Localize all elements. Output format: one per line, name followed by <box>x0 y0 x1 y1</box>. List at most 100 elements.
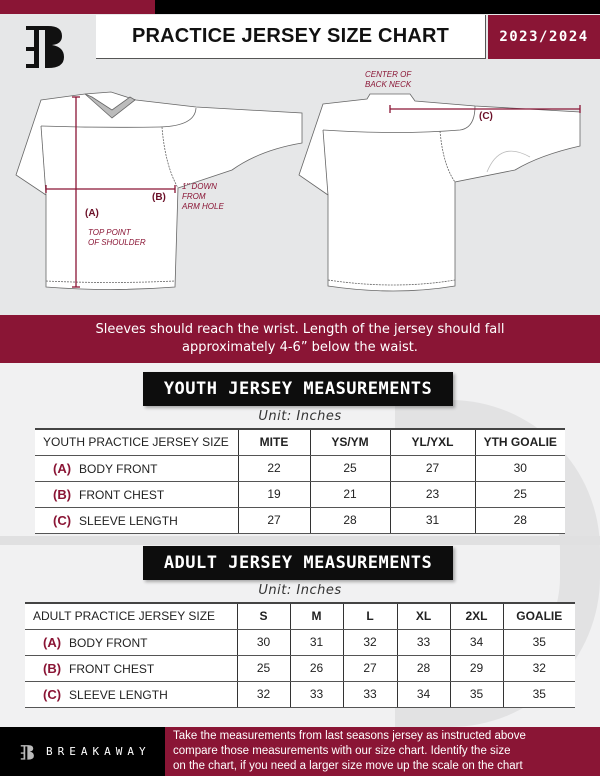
row-marker: (C) <box>53 512 72 528</box>
note-line: BACK NECK <box>365 80 412 89</box>
adult-unit-label: Unit: Inches <box>258 583 342 598</box>
table-cell: 32 <box>502 655 575 682</box>
table-cell: 27 <box>237 507 310 534</box>
row-label: (A) BODY FRONT <box>25 629 237 656</box>
column-header: ADULT PRACTICE JERSEY SIZE <box>25 602 237 630</box>
footer-line: compare those measurements with our size… <box>173 745 511 757</box>
table-cell: 25 <box>309 455 390 482</box>
column-header: M <box>289 602 343 630</box>
column-header: XL <box>396 602 450 630</box>
section-divider <box>0 536 600 545</box>
youth-unit-label: Unit: Inches <box>258 409 342 424</box>
row-marker: (A) <box>43 634 62 650</box>
table-cell: 29 <box>449 655 503 682</box>
row-label: (A) BODY FRONT <box>35 455 238 482</box>
table-cell: 28 <box>474 507 565 534</box>
brand-name: BREAKAWAY <box>46 745 151 758</box>
row-label: (C) SLEEVE LENGTH <box>35 507 238 534</box>
table-cell: 35 <box>449 681 503 708</box>
table-cell: 25 <box>474 481 565 508</box>
youth-section-title: YOUTH JERSEY MEASUREMENTS <box>143 372 453 406</box>
table-cell: 26 <box>289 655 343 682</box>
table-row: (C) SLEEVE LENGTH 27 28 31 28 <box>35 507 565 534</box>
row-marker: (A) <box>53 460 72 476</box>
adult-section-title: ADULT JERSEY MEASUREMENTS <box>143 546 453 580</box>
table-cell: 28 <box>309 507 390 534</box>
breakaway-logo-small <box>20 744 34 760</box>
column-header: S <box>236 602 290 630</box>
note-arm-hole: 1" DOWN FROM ARM HOLE <box>182 182 224 212</box>
row-label-text: FRONT CHEST <box>69 661 155 676</box>
row-marker: (B) <box>43 660 62 676</box>
table-cell: 35 <box>502 629 575 656</box>
table-cell: 32 <box>342 629 397 656</box>
column-header: L <box>342 602 397 630</box>
note-line: CENTER OF <box>365 70 412 79</box>
table-cell: 32 <box>236 681 290 708</box>
marker-c: (C) <box>479 111 493 122</box>
column-header: 2XL <box>449 602 503 630</box>
column-header: GOALIE <box>502 602 575 630</box>
row-label-text: BODY FRONT <box>69 635 148 650</box>
table-cell: 30 <box>474 455 565 482</box>
note-line: ARM HOLE <box>182 202 224 211</box>
marker-b: (B) <box>152 192 166 203</box>
back-jersey <box>298 93 581 292</box>
table-cell: 22 <box>237 455 310 482</box>
table-row: (A) BODY FRONT 22 25 27 30 <box>35 455 565 482</box>
table-cell: 27 <box>342 655 397 682</box>
table-cell: 34 <box>449 629 503 656</box>
note-line: TOP POINT <box>88 228 131 237</box>
row-label-text: FRONT CHEST <box>79 487 165 502</box>
fit-instructions-band: Sleeves should reach the wrist. Length o… <box>0 315 600 363</box>
note-line: OF SHOULDER <box>88 238 146 247</box>
table-cell: 21 <box>309 481 390 508</box>
table-row: (C) SLEEVE LENGTH 32 33 33 34 35 35 <box>25 681 575 708</box>
column-header: YS/YM <box>309 428 390 456</box>
footer-line: on the chart, if you need a larger size … <box>173 760 523 772</box>
note-center-back-neck: CENTER OF BACK NECK <box>365 70 411 90</box>
row-label: (B) FRONT CHEST <box>25 655 237 682</box>
back-measure-line <box>389 105 581 113</box>
column-header: YOUTH PRACTICE JERSEY SIZE <box>35 428 238 456</box>
column-header: YTH GOALIE <box>474 428 565 456</box>
row-marker: (B) <box>53 486 72 502</box>
row-label-text: BODY FRONT <box>79 461 158 476</box>
table-cell: 33 <box>342 681 397 708</box>
adult-size-table: ADULT PRACTICE JERSEY SIZE S M L XL 2XL … <box>25 602 575 708</box>
table-header-row: ADULT PRACTICE JERSEY SIZE S M L XL 2XL … <box>25 602 575 630</box>
front-jersey <box>15 91 303 290</box>
table-cell: 33 <box>289 681 343 708</box>
table-cell: 27 <box>389 455 475 482</box>
row-label-text: SLEEVE LENGTH <box>69 687 168 702</box>
table-cell: 31 <box>289 629 343 656</box>
note-top-point-shoulder: TOP POINT OF SHOULDER <box>88 228 146 248</box>
row-label-text: SLEEVE LENGTH <box>79 513 178 528</box>
top-black-bar <box>155 0 600 14</box>
marker-a: (A) <box>85 208 99 219</box>
table-cell: 30 <box>236 629 290 656</box>
table-row: (B) FRONT CHEST 25 26 27 28 29 32 <box>25 655 575 682</box>
top-accent-bar <box>0 0 155 14</box>
season-badge: 2023/2024 <box>488 15 600 59</box>
column-header: YL/YXL <box>389 428 475 456</box>
band-line: approximately 4-6” below the waist. <box>182 340 418 355</box>
table-cell: 25 <box>236 655 290 682</box>
footer-instructions: Take the measurements from last seasons … <box>165 727 600 776</box>
table-cell: 28 <box>396 655 450 682</box>
youth-size-table: YOUTH PRACTICE JERSEY SIZE MITE YS/YM YL… <box>35 428 565 534</box>
table-cell: 33 <box>396 629 450 656</box>
table-row: (A) BODY FRONT 30 31 32 33 34 35 <box>25 629 575 656</box>
jersey-diagram <box>15 91 581 292</box>
footer-line: Take the measurements from last seasons … <box>173 730 526 742</box>
note-line: FROM <box>182 192 206 201</box>
table-cell: 35 <box>502 681 575 708</box>
table-row: (B) FRONT CHEST 19 21 23 25 <box>35 481 565 508</box>
table-header-row: YOUTH PRACTICE JERSEY SIZE MITE YS/YM YL… <box>35 428 565 456</box>
row-marker: (C) <box>43 686 62 702</box>
front-measure-lines <box>45 96 176 288</box>
column-header: MITE <box>237 428 310 456</box>
note-line: 1" DOWN <box>182 182 217 191</box>
table-cell: 19 <box>237 481 310 508</box>
row-label: (B) FRONT CHEST <box>35 481 238 508</box>
